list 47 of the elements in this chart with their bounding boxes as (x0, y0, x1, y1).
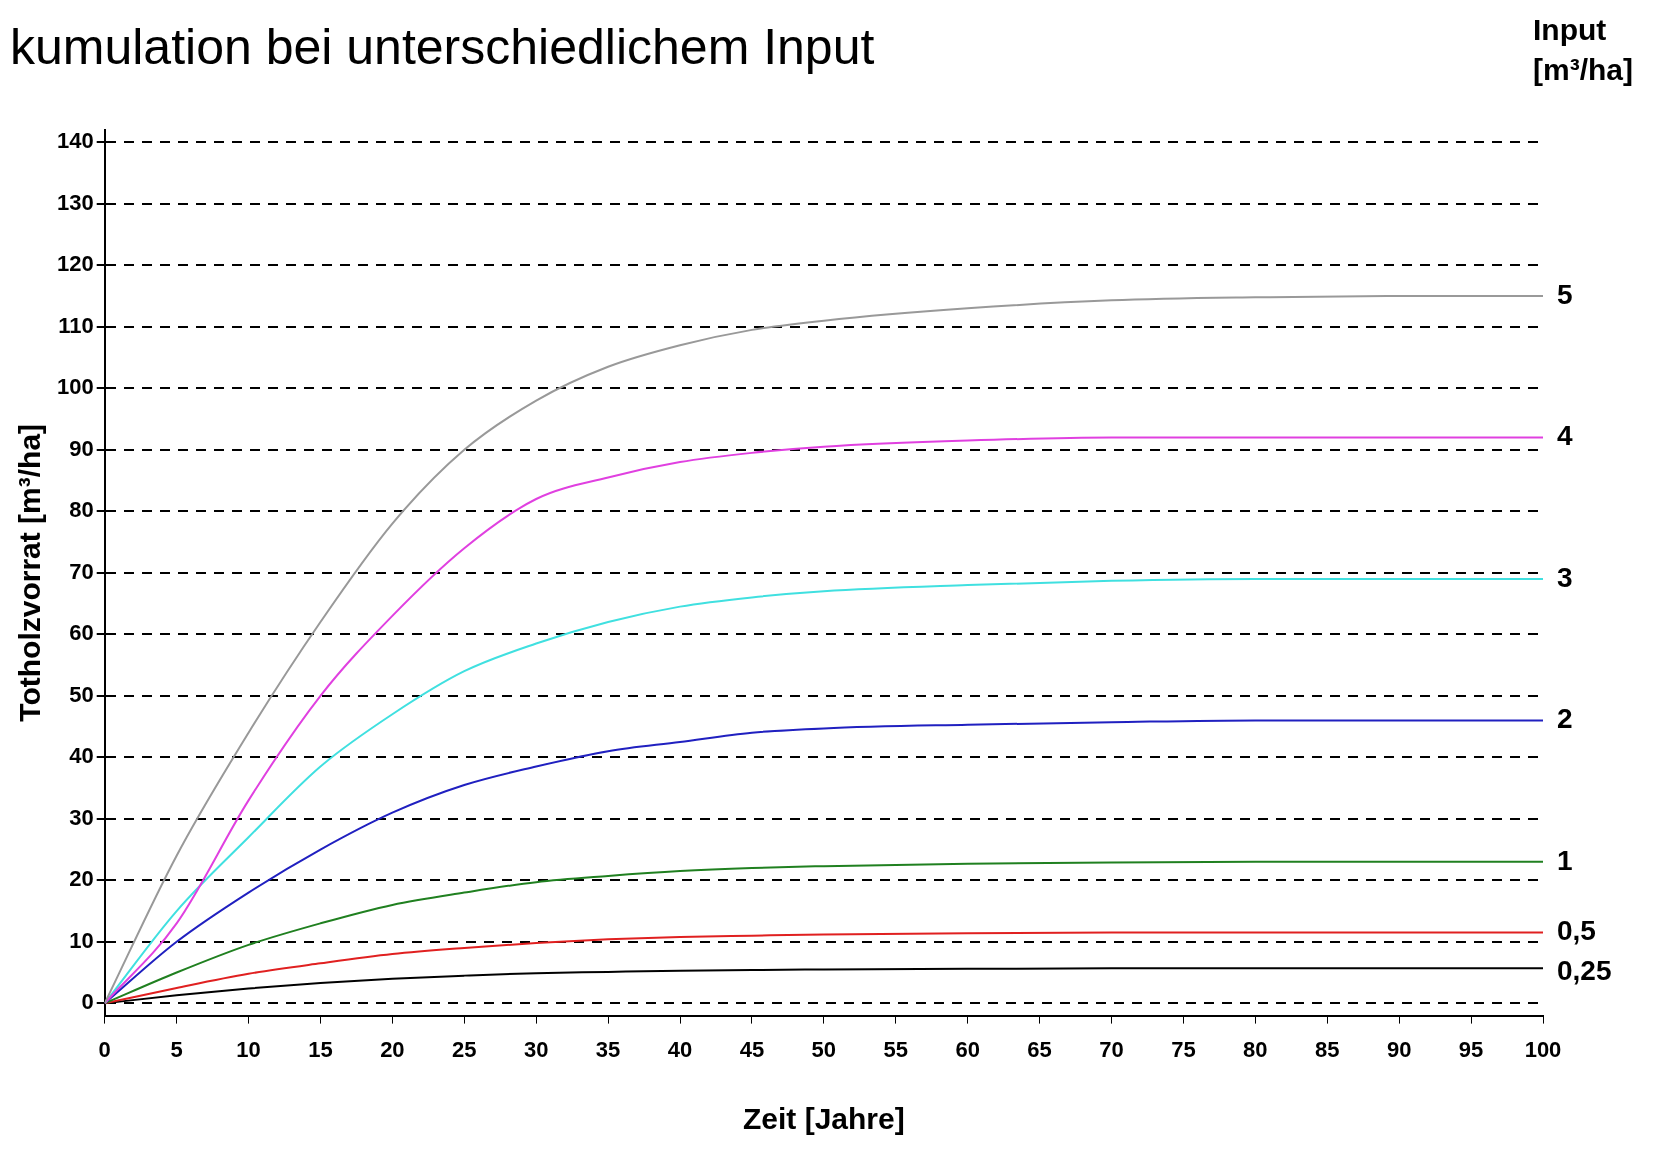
y-tick-label: 70 (69, 558, 94, 584)
x-tick-label: 85 (1315, 1036, 1340, 1062)
x-tick-label: 35 (595, 1036, 621, 1062)
x-tick-label: 5 (170, 1036, 183, 1062)
y-tick-label: 120 (56, 251, 94, 277)
x-tick-label: 70 (1099, 1036, 1124, 1062)
y-tick-label: 10 (69, 927, 94, 953)
x-axis-title: Zeit [Jahre] (742, 1102, 905, 1136)
y-tick-label: 100 (56, 374, 94, 400)
series-label: 2 (1557, 703, 1573, 735)
y-tick-label: 140 (56, 128, 94, 154)
y-tick-label: 130 (56, 189, 94, 215)
x-tick-label: 50 (811, 1036, 837, 1062)
legend-title: Input [m³/ha] (1533, 13, 1633, 86)
x-tick-label: 10 (236, 1036, 261, 1062)
series-label: 3 (1557, 561, 1573, 593)
x-tick-label: 75 (1171, 1036, 1196, 1062)
x-tick-label: 80 (1243, 1036, 1268, 1062)
x-tick-label: 0 (98, 1036, 111, 1062)
x-tick-label: 15 (308, 1036, 333, 1062)
series-label: 0,25 (1557, 955, 1612, 987)
y-tick-label: 30 (69, 804, 94, 830)
y-tick-label: 80 (69, 497, 94, 523)
y-tick-label: 50 (69, 681, 94, 707)
x-tick-label: 30 (523, 1036, 549, 1062)
y-axis-title: Totholzvorrat [m³/ha] (13, 423, 47, 722)
x-tick-label: 45 (739, 1036, 765, 1062)
x-tick-label: 40 (667, 1036, 693, 1062)
y-tick-label: 110 (58, 312, 94, 338)
series-label: 1 (1557, 844, 1573, 876)
series-label: 0,5 (1557, 915, 1596, 947)
y-tick-label: 40 (69, 743, 94, 769)
y-tick-label: 0 (81, 989, 94, 1015)
x-tick-label: 25 (452, 1036, 477, 1062)
x-tick-label: 20 (380, 1036, 405, 1062)
y-tick-label: 60 (69, 620, 94, 646)
x-tick-label: 95 (1458, 1036, 1484, 1062)
y-tick-label: 20 (69, 866, 94, 892)
x-tick-label: 90 (1386, 1036, 1412, 1062)
x-tick-label: 55 (883, 1036, 909, 1062)
y-tick-label: 90 (69, 435, 94, 461)
series-label: 5 (1557, 278, 1573, 310)
chart-title: kumulation bei unterschiedlichem Input (10, 18, 875, 75)
x-tick-label: 60 (955, 1036, 980, 1062)
x-tick-label: 100 (1524, 1036, 1562, 1062)
x-tick-label: 65 (1027, 1036, 1052, 1062)
series-label: 4 (1557, 420, 1573, 452)
